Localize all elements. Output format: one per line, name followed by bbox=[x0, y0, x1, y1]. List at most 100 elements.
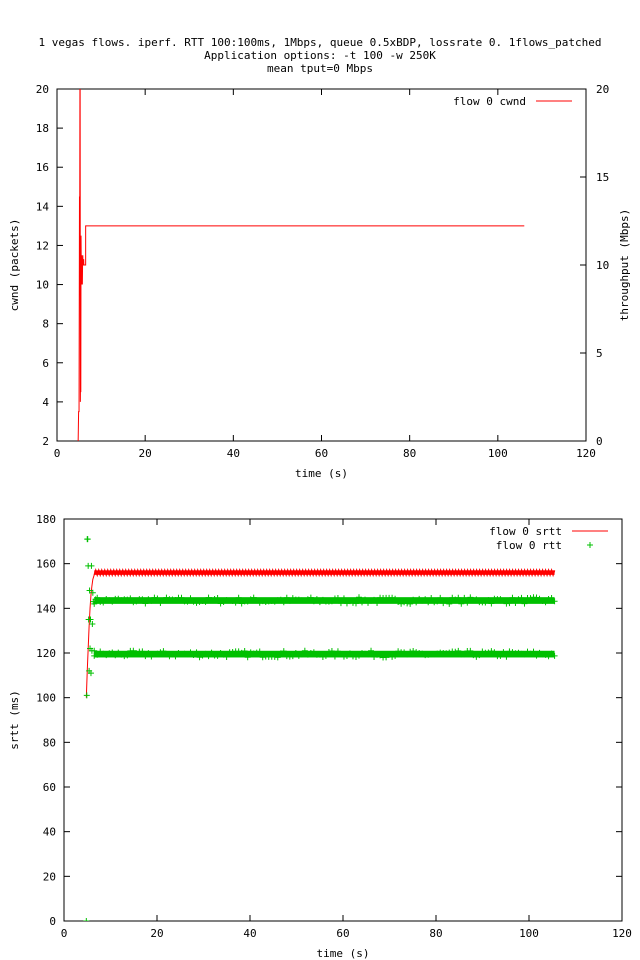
band-point bbox=[301, 647, 308, 654]
band-point bbox=[154, 595, 161, 602]
band-point bbox=[374, 651, 381, 658]
plot-frame bbox=[56, 88, 587, 442]
y-tick-label: 10 bbox=[36, 279, 49, 292]
band-point bbox=[331, 595, 338, 602]
band-point bbox=[455, 594, 462, 601]
band-point bbox=[118, 597, 125, 604]
band-point bbox=[545, 595, 552, 602]
y-tick-label: 14 bbox=[36, 200, 50, 213]
band-point bbox=[148, 597, 155, 604]
band-point bbox=[521, 600, 528, 607]
band-point bbox=[371, 653, 378, 660]
title-line-3: mean tput=0 Mbps bbox=[267, 62, 373, 75]
band-point bbox=[190, 652, 197, 659]
band-point bbox=[328, 598, 335, 605]
band-point bbox=[431, 599, 438, 606]
band-point bbox=[196, 598, 203, 605]
band-point bbox=[316, 651, 323, 658]
band-point bbox=[163, 651, 170, 658]
band-point bbox=[407, 648, 414, 655]
band-point bbox=[446, 600, 453, 607]
band-point bbox=[443, 650, 450, 657]
band-point bbox=[304, 596, 311, 603]
x-tick-label: 80 bbox=[403, 447, 416, 460]
band-point bbox=[175, 650, 182, 657]
band-point bbox=[518, 594, 525, 601]
band-point bbox=[500, 597, 507, 604]
band-point bbox=[413, 649, 420, 656]
band-point bbox=[106, 597, 113, 604]
y-tick-label: 0 bbox=[49, 915, 56, 928]
band-point bbox=[410, 648, 417, 655]
band-point bbox=[497, 652, 504, 659]
band-point bbox=[211, 595, 218, 602]
x-tick-label: 60 bbox=[315, 447, 328, 460]
y-tick-label: 60 bbox=[43, 781, 56, 794]
band-point bbox=[94, 651, 101, 658]
band-point bbox=[548, 650, 555, 657]
band-point bbox=[244, 654, 251, 661]
band-point bbox=[259, 598, 266, 605]
band-point bbox=[359, 650, 366, 657]
band-point bbox=[428, 594, 435, 601]
band-point bbox=[142, 653, 149, 660]
x-tick-label: 60 bbox=[336, 927, 349, 940]
band-point bbox=[250, 650, 257, 657]
band-point bbox=[374, 599, 381, 606]
band-point bbox=[160, 648, 167, 655]
band-point bbox=[356, 652, 363, 659]
y2-axis-label: throughput (Mbps) bbox=[618, 209, 631, 322]
band-point bbox=[253, 649, 260, 656]
band-point bbox=[277, 596, 284, 603]
legend-label: flow 0 rtt bbox=[496, 539, 562, 552]
band-point bbox=[419, 650, 426, 657]
band-point bbox=[328, 647, 335, 654]
band-point bbox=[452, 596, 459, 603]
band-point bbox=[340, 595, 347, 602]
band-point bbox=[331, 653, 338, 660]
y-tick-label: 120 bbox=[36, 647, 56, 660]
band-point bbox=[103, 595, 110, 602]
y-tick-label: 180 bbox=[36, 513, 56, 526]
band-point bbox=[407, 600, 414, 607]
data-point bbox=[83, 692, 90, 699]
band-point bbox=[434, 598, 441, 605]
band-point bbox=[307, 649, 314, 656]
band-point bbox=[139, 648, 146, 655]
band-point bbox=[386, 651, 393, 658]
band-point bbox=[422, 596, 429, 603]
band-point bbox=[172, 653, 179, 660]
x-axis-label: time (s) bbox=[317, 947, 370, 960]
band-point bbox=[229, 598, 236, 605]
series-flow-0-srtt bbox=[85, 568, 556, 698]
band-point bbox=[322, 652, 329, 659]
data-point bbox=[88, 562, 95, 569]
band-point bbox=[151, 594, 158, 601]
band-point bbox=[509, 594, 516, 601]
band-point bbox=[199, 652, 206, 659]
band-point bbox=[280, 648, 287, 655]
band-point bbox=[142, 600, 149, 607]
series-line bbox=[85, 574, 95, 698]
band-point bbox=[106, 650, 113, 657]
band-point bbox=[491, 649, 498, 656]
data-point bbox=[84, 536, 91, 543]
band-point bbox=[551, 598, 558, 605]
y-tick-label: 18 bbox=[36, 122, 49, 135]
band-point bbox=[533, 594, 540, 601]
band-point bbox=[356, 594, 363, 601]
band-point bbox=[425, 599, 432, 606]
band-point bbox=[115, 595, 122, 602]
y-tick-label: 160 bbox=[36, 558, 56, 571]
series-band-fill bbox=[94, 650, 555, 658]
band-point bbox=[500, 649, 507, 656]
band-point bbox=[362, 650, 369, 657]
band-point bbox=[187, 649, 194, 656]
band-point bbox=[401, 599, 408, 606]
band-point bbox=[241, 648, 248, 655]
band-point bbox=[506, 648, 513, 655]
band-point bbox=[482, 599, 489, 606]
band-point bbox=[530, 648, 537, 655]
band-point bbox=[196, 654, 203, 661]
band-point bbox=[193, 649, 200, 656]
